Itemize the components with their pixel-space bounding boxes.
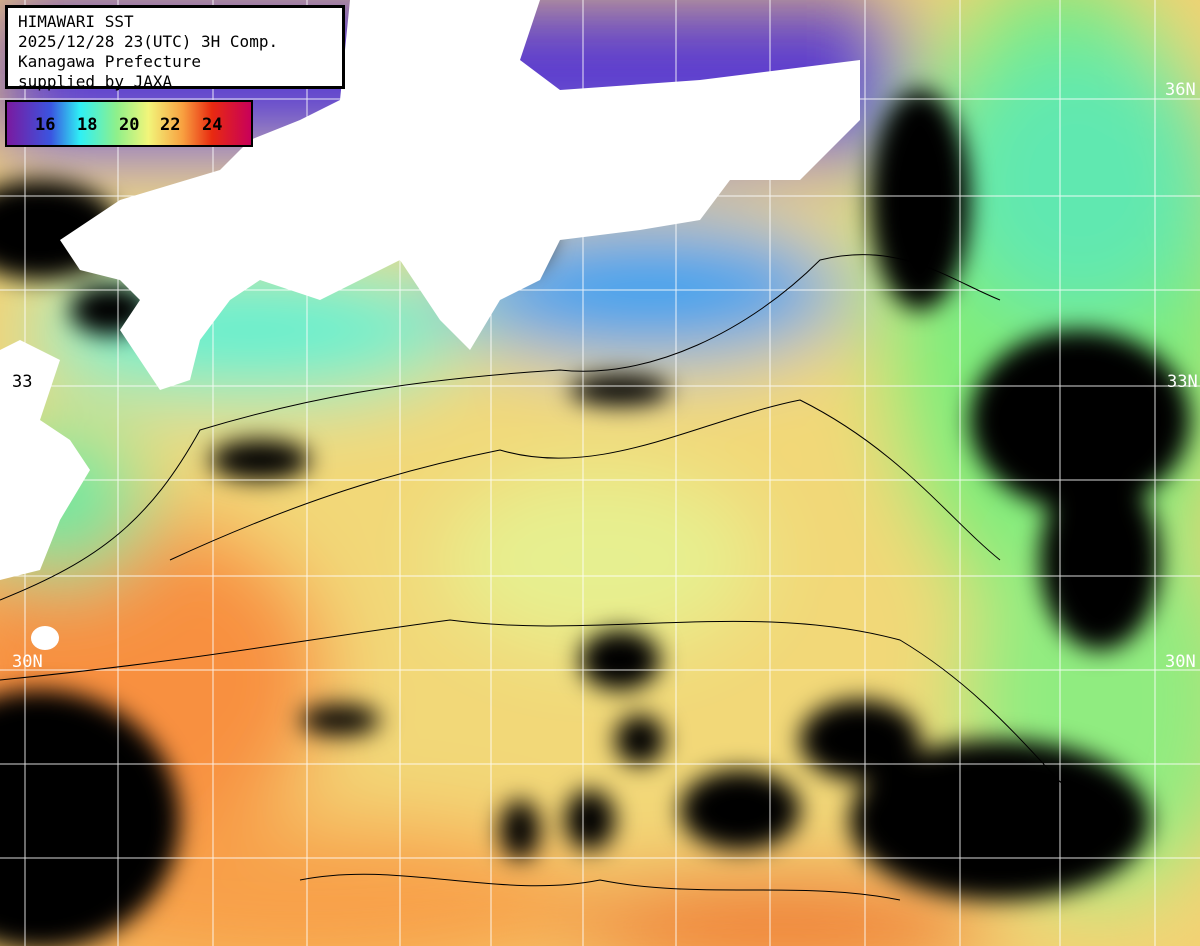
colorbar-tick: 18 [77, 115, 98, 135]
title-box: HIMAWARI SST 2025/12/28 23(UTC) 3H Comp.… [5, 5, 345, 91]
colorbar-tick: 22 [160, 115, 181, 135]
colorbar-tick: 24 [202, 115, 223, 135]
title-product: HIMAWARI SST [18, 12, 134, 31]
lat-label-33-left: 33 [12, 372, 33, 392]
lat-label-30n-left: 30N [12, 652, 43, 672]
lon-label-136e: 136E [480, 2, 500, 43]
color-bar-legend: 16 18 20 22 24 [5, 100, 253, 147]
colorbar-tick: 16 [35, 115, 56, 135]
cloud-mask [0, 90, 1190, 946]
title-source: supplied by JAXA [18, 72, 173, 91]
title-datetime: 2025/12/28 23(UTC) 3H Comp. [18, 32, 279, 51]
colorbar-tick: 20 [119, 115, 140, 135]
land [0, 0, 860, 650]
isotherm-contours [0, 254, 1101, 901]
lat-label-36n: 36N [1165, 80, 1196, 100]
lat-label-33n-right: 33N [1167, 372, 1198, 392]
title-region: Kanagawa Prefecture [18, 52, 202, 71]
lat-label-30n-right: 30N [1165, 652, 1196, 672]
